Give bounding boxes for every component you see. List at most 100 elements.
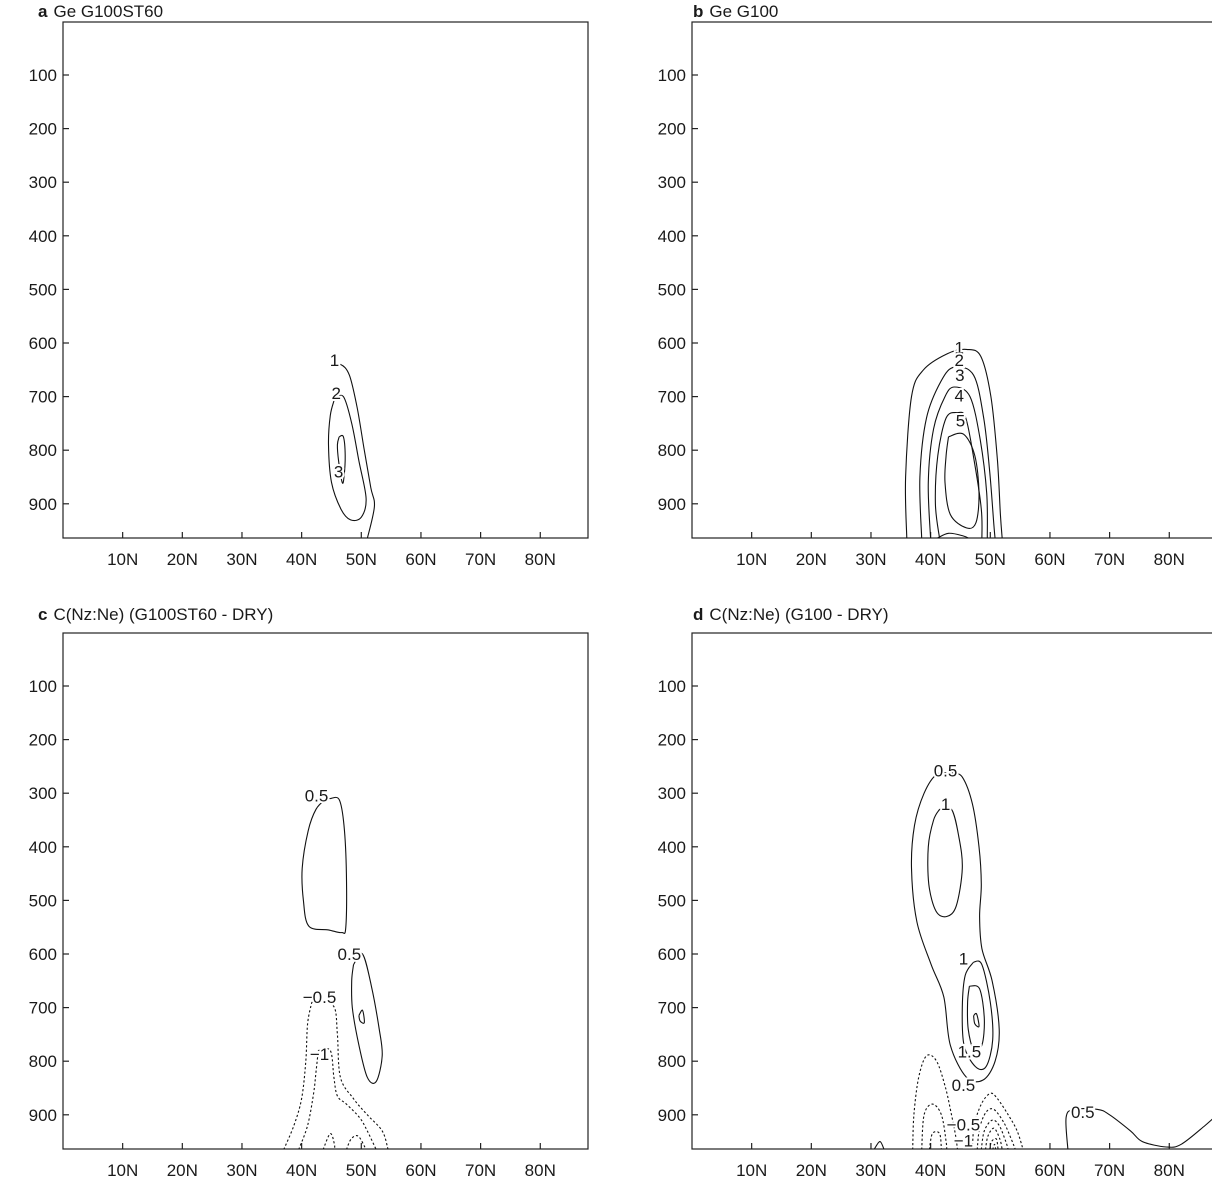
contour-label: 1: [330, 351, 339, 370]
contour-line: [976, 1108, 1016, 1149]
x-tick-label: 40N: [915, 1161, 946, 1180]
contour-label: 1: [959, 949, 968, 968]
contour-line: [1065, 1108, 1212, 1149]
panel-letter: b: [693, 2, 704, 21]
y-tick-label: 800: [29, 441, 57, 460]
x-tick-label: 80N: [525, 550, 556, 569]
contour-line: [351, 952, 383, 1084]
x-tick-label: 60N: [405, 1161, 436, 1180]
y-tick-label: 100: [658, 677, 686, 696]
x-tick-label: 70N: [465, 1161, 496, 1180]
contour-label: 3: [334, 463, 343, 482]
y-tick-label: 800: [658, 1052, 686, 1071]
contour-line: [919, 366, 996, 538]
panel-title: b Ge G100: [693, 2, 778, 22]
contour-line: [912, 1054, 958, 1149]
contour-line: [322, 1133, 336, 1149]
y-tick-label: 400: [658, 227, 686, 246]
x-tick-label: 40N: [286, 550, 317, 569]
contour-label: 0.5: [1071, 1103, 1095, 1122]
contour-label: −1: [310, 1045, 329, 1064]
y-tick-label: 200: [658, 731, 686, 750]
y-tick-label: 900: [658, 1106, 686, 1125]
contour-label: 1.5: [958, 1043, 982, 1062]
plot-frame: [62, 632, 589, 1150]
contour-line: [921, 1103, 948, 1149]
contour-lines: [904, 348, 1003, 538]
contour-line: [336, 434, 346, 484]
y-tick-label: 400: [29, 227, 57, 246]
contour-line: [873, 1141, 885, 1149]
y-tick-label: 700: [29, 388, 57, 407]
x-tick-label: 50N: [975, 1161, 1006, 1180]
x-tick-label: 70N: [1094, 1161, 1125, 1180]
contour-line: [910, 771, 1000, 1083]
x-tick-label: 20N: [167, 1161, 198, 1180]
plot-a: 100 200 300 400 500 600 700 800 900 10N 20N 30N 40N 5…: [29, 21, 589, 569]
panel-letter: a: [38, 2, 48, 21]
plot-d: 100 200 300 400 500 600 700 800 900 10N 20N 30N 40N 5…: [658, 632, 1212, 1180]
x-tick-label: 20N: [167, 550, 198, 569]
y-tick-label: 500: [658, 280, 686, 299]
contour-label: −0.5: [303, 988, 337, 1007]
y-tick-label: 200: [658, 120, 686, 139]
y-tick-label: 700: [29, 999, 57, 1018]
contour-line: [944, 432, 980, 530]
contour-label: 4: [955, 387, 964, 406]
y-tick-label: 500: [29, 891, 57, 910]
contour-line: [980, 1119, 1009, 1149]
plot-b: 100 200 300 400 500 600 700 800 900 10N 20N 30N 40N 5…: [658, 21, 1212, 569]
y-tick-label: 500: [29, 280, 57, 299]
plot-frame: [691, 632, 1212, 1150]
panel-title: a Ge G100ST60: [38, 2, 163, 22]
y-tick-label: 300: [29, 784, 57, 803]
x-tick-label: 80N: [1154, 550, 1185, 569]
contour-line: [961, 960, 994, 1071]
panel-title: d C(Nz:Ne) (G100 - DRY): [693, 605, 889, 625]
x-tick-label: 20N: [796, 550, 827, 569]
x-tick-label: 60N: [1034, 550, 1065, 569]
x-tick-label: 40N: [286, 1161, 317, 1180]
y-tick-label: 600: [658, 334, 686, 353]
y-tick-label: 900: [29, 495, 57, 514]
contour-line: [301, 796, 348, 934]
x-tick-label: 30N: [226, 550, 257, 569]
y-tick-label: 600: [29, 334, 57, 353]
y-tick-label: 700: [658, 999, 686, 1018]
x-tick-label: 20N: [796, 1161, 827, 1180]
y-tick-label: 600: [658, 945, 686, 964]
x-tick-label: 10N: [736, 550, 767, 569]
contour-line: [934, 411, 983, 538]
contour-line: [318, 1047, 377, 1149]
panel-letter: d: [693, 605, 704, 624]
plot-c: 100 200 300 400 500 600 700 800 900 10N 20N 30N 40N 5…: [29, 632, 589, 1180]
contour-label: 0.5: [934, 762, 958, 781]
x-tick-label: 70N: [1094, 550, 1125, 569]
panel-title: c C(Nz:Ne) (G100ST60 - DRY): [38, 605, 273, 625]
y-tick-label: 100: [29, 66, 57, 85]
y-tick-label: 100: [29, 677, 57, 696]
x-tick-label: 50N: [975, 550, 1006, 569]
contour-lines: [873, 771, 1212, 1149]
contour-label: −0.5: [947, 1115, 981, 1134]
panel-title-text: Ge G100ST60: [53, 2, 164, 21]
x-tick-label: 50N: [346, 1161, 377, 1180]
x-tick-label: 60N: [1034, 1161, 1065, 1180]
contour-lines: [283, 796, 389, 1149]
contour-label: 1: [955, 338, 964, 357]
contour-line: [358, 1009, 365, 1024]
contour-label: 0.5: [338, 945, 362, 964]
y-tick-label: 300: [658, 173, 686, 192]
contour-line: [327, 394, 367, 522]
contour-label: −1: [954, 1132, 973, 1151]
contour-line: [927, 806, 963, 918]
contour-line: [992, 1143, 997, 1149]
y-tick-label: 900: [29, 1106, 57, 1125]
y-tick-label: 900: [658, 495, 686, 514]
contour-label: 1: [941, 795, 950, 814]
contour-lines: [327, 363, 376, 538]
x-tick-label: 80N: [525, 1161, 556, 1180]
panel-title-text: C(Nz:Ne) (G100 - DRY): [709, 605, 889, 624]
contour-line: [311, 1001, 389, 1149]
